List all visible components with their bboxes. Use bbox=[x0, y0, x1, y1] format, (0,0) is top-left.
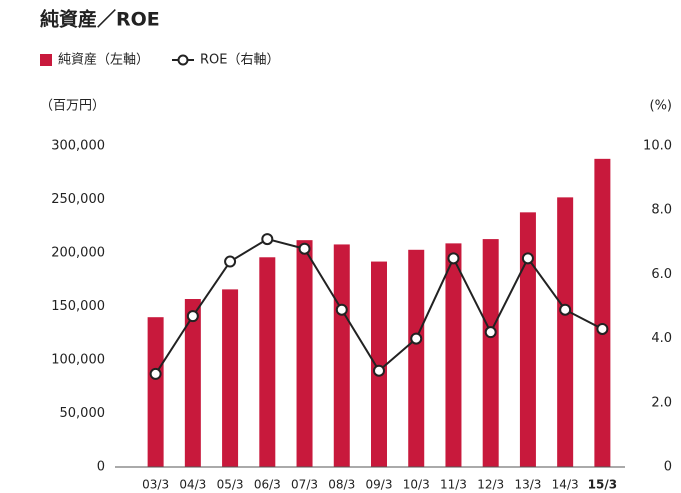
x-tick-label: 11/3 bbox=[440, 478, 467, 492]
x-tick-label: 10/3 bbox=[403, 478, 430, 492]
line-marker bbox=[410, 332, 423, 345]
bar bbox=[519, 212, 536, 467]
bar bbox=[445, 243, 462, 467]
line-marker bbox=[559, 303, 572, 316]
y2-tick-label: 4.0 bbox=[651, 331, 672, 346]
legend-swatch-marker bbox=[177, 54, 189, 66]
legend-label: 純資産（左軸） bbox=[58, 52, 149, 68]
bar bbox=[259, 257, 276, 467]
x-tick-label: 06/3 bbox=[254, 478, 281, 492]
line-marker bbox=[149, 367, 162, 380]
bar bbox=[222, 289, 239, 467]
bar bbox=[594, 158, 611, 467]
y2-tick-label: 6.0 bbox=[651, 267, 672, 282]
bar bbox=[333, 244, 350, 467]
y-tick-label: 150,000 bbox=[51, 299, 105, 314]
y-tick-label: 200,000 bbox=[51, 246, 105, 261]
x-tick-label: 12/3 bbox=[477, 478, 504, 492]
line-marker bbox=[186, 310, 199, 323]
chart-title: 純資産／ROE bbox=[40, 8, 160, 31]
x-tick-label: 05/3 bbox=[217, 478, 244, 492]
y2-axis-label: (%) bbox=[650, 99, 673, 114]
line-marker bbox=[224, 255, 237, 268]
line-marker bbox=[298, 242, 311, 255]
x-tick-label: 07/3 bbox=[291, 478, 318, 492]
y-tick-label: 100,000 bbox=[51, 353, 105, 368]
y2-tick-label: 0 bbox=[664, 460, 672, 475]
bar bbox=[371, 261, 387, 467]
y-tick-label: 300,000 bbox=[51, 139, 105, 154]
x-tick-label: 03/3 bbox=[142, 478, 169, 492]
y2-tick-label: 10.0 bbox=[643, 139, 672, 154]
line-marker bbox=[596, 322, 609, 335]
x-tick-label: 04/3 bbox=[179, 478, 206, 492]
line-marker bbox=[373, 364, 385, 377]
bar bbox=[147, 317, 164, 467]
x-tick-label: 08/3 bbox=[328, 478, 355, 492]
bar bbox=[408, 249, 425, 467]
x-tick-label: 14/3 bbox=[552, 478, 579, 492]
line-marker bbox=[447, 252, 460, 265]
y2-tick-label: 8.0 bbox=[651, 203, 672, 218]
y-tick-label: 250,000 bbox=[51, 192, 105, 207]
x-tick-label: 15/3 bbox=[588, 478, 617, 492]
line-marker bbox=[261, 233, 274, 246]
legend-label: ROE（右軸） bbox=[200, 53, 279, 68]
y-axis-label: （百万円） bbox=[40, 99, 105, 114]
line-marker bbox=[521, 252, 534, 265]
bar bbox=[296, 240, 313, 467]
bar bbox=[557, 197, 574, 468]
x-tick-label: 13/3 bbox=[514, 478, 541, 492]
y-tick-label: 0 bbox=[97, 460, 105, 475]
line-marker bbox=[484, 326, 497, 339]
y2-tick-label: 2.0 bbox=[651, 395, 672, 410]
x-tick-label: 09/3 bbox=[366, 478, 393, 492]
bar bbox=[482, 239, 499, 467]
line-marker bbox=[335, 303, 348, 316]
legend-swatch-bar bbox=[40, 54, 52, 66]
y-tick-label: 50,000 bbox=[60, 406, 106, 421]
bar bbox=[184, 299, 201, 467]
